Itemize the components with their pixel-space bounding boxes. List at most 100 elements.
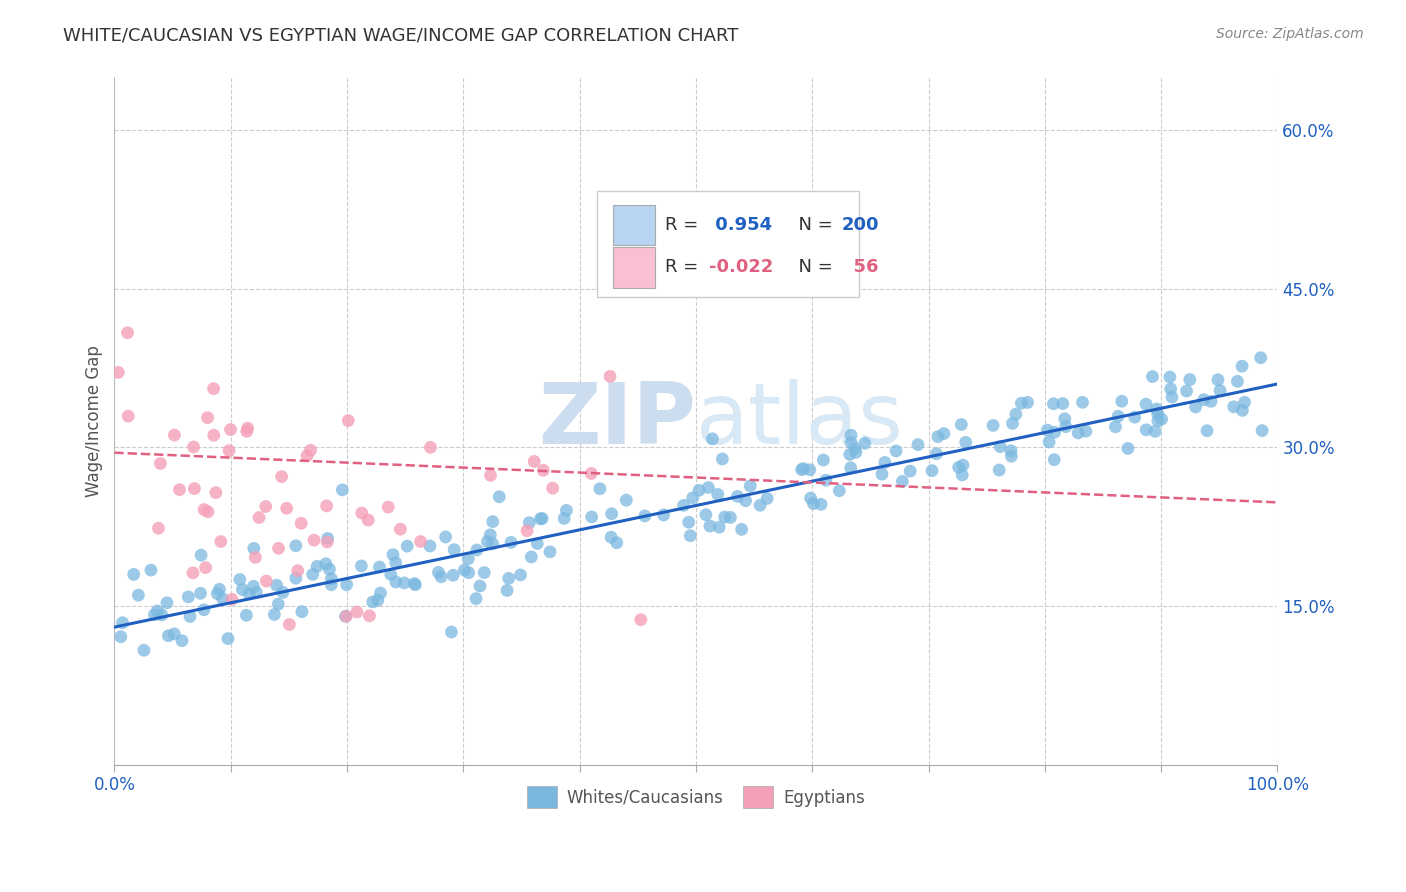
Point [335, 609, 357, 624]
Text: 200: 200 [841, 216, 879, 234]
Point [1206, 373, 1229, 387]
Point [1232, 403, 1254, 417]
Point [1067, 425, 1090, 440]
Point [177, 590, 200, 604]
Point [839, 435, 862, 450]
Point [1142, 369, 1164, 384]
Point [481, 515, 503, 529]
Point [870, 467, 893, 482]
Text: 0.954: 0.954 [709, 216, 772, 234]
Point [1233, 395, 1256, 409]
Point [1053, 412, 1076, 426]
Point [555, 503, 578, 517]
Point [517, 516, 540, 530]
Point [211, 591, 233, 606]
Point [1184, 400, 1206, 414]
Point [988, 440, 1011, 454]
Point [509, 568, 531, 582]
Point [844, 442, 866, 456]
Text: 56: 56 [841, 259, 879, 277]
Point [143, 607, 166, 622]
Point [202, 428, 225, 442]
Point [139, 563, 162, 577]
Point [688, 483, 710, 498]
Point [477, 534, 499, 549]
Point [898, 464, 921, 478]
Point [526, 536, 548, 550]
Point [396, 539, 419, 553]
Point [981, 418, 1004, 433]
Point [1017, 395, 1039, 409]
Point [1147, 414, 1170, 428]
Point [179, 609, 201, 624]
Point [318, 562, 340, 576]
Point [238, 587, 260, 601]
Point [316, 532, 339, 546]
Point [531, 511, 554, 525]
Point [1071, 395, 1094, 409]
Point [1000, 449, 1022, 463]
Point [208, 582, 231, 597]
Point [409, 534, 432, 549]
Text: Source: ZipAtlas.com: Source: ZipAtlas.com [1216, 27, 1364, 41]
Point [695, 508, 717, 522]
Point [1111, 394, 1133, 409]
Point [713, 510, 735, 524]
Point [891, 475, 914, 489]
Point [110, 630, 132, 644]
Point [1038, 434, 1060, 449]
Point [181, 566, 204, 580]
Point [1230, 359, 1253, 374]
Point [236, 421, 259, 435]
Point [702, 432, 724, 446]
Point [197, 505, 219, 519]
Point [1160, 382, 1182, 396]
Point [1135, 397, 1157, 411]
Point [749, 498, 772, 512]
Point [727, 489, 749, 503]
Point [845, 445, 868, 459]
Point [117, 409, 139, 424]
Point [468, 579, 491, 593]
Point [440, 625, 463, 640]
Point [1195, 424, 1218, 438]
Point [697, 481, 720, 495]
Point [430, 570, 453, 584]
Point [127, 588, 149, 602]
Point [217, 632, 239, 646]
Point [1250, 351, 1272, 365]
Point [267, 541, 290, 556]
Point [814, 473, 837, 487]
Point [706, 487, 728, 501]
Point [479, 528, 502, 542]
Text: N =: N = [786, 259, 838, 277]
Point [419, 539, 441, 553]
Point [955, 435, 977, 450]
Point [488, 490, 510, 504]
Point [1043, 452, 1066, 467]
Point [236, 425, 259, 439]
Point [541, 481, 564, 495]
Point [873, 455, 896, 469]
Point [828, 483, 851, 498]
Point [156, 596, 179, 610]
Point [479, 468, 502, 483]
Point [284, 539, 307, 553]
Point [652, 508, 675, 522]
Point [190, 548, 212, 562]
Point [157, 629, 180, 643]
Point [231, 582, 253, 597]
Point [434, 530, 457, 544]
Point [1036, 423, 1059, 437]
Point [382, 548, 405, 562]
Point [287, 564, 309, 578]
Point [520, 549, 543, 564]
Point [266, 578, 288, 592]
Point [1192, 392, 1215, 407]
Point [1052, 396, 1074, 410]
Point [679, 529, 702, 543]
Point [346, 605, 368, 619]
Point [531, 463, 554, 477]
Y-axis label: Wage/Income Gap: Wage/Income Gap [86, 345, 103, 497]
Point [516, 524, 538, 538]
